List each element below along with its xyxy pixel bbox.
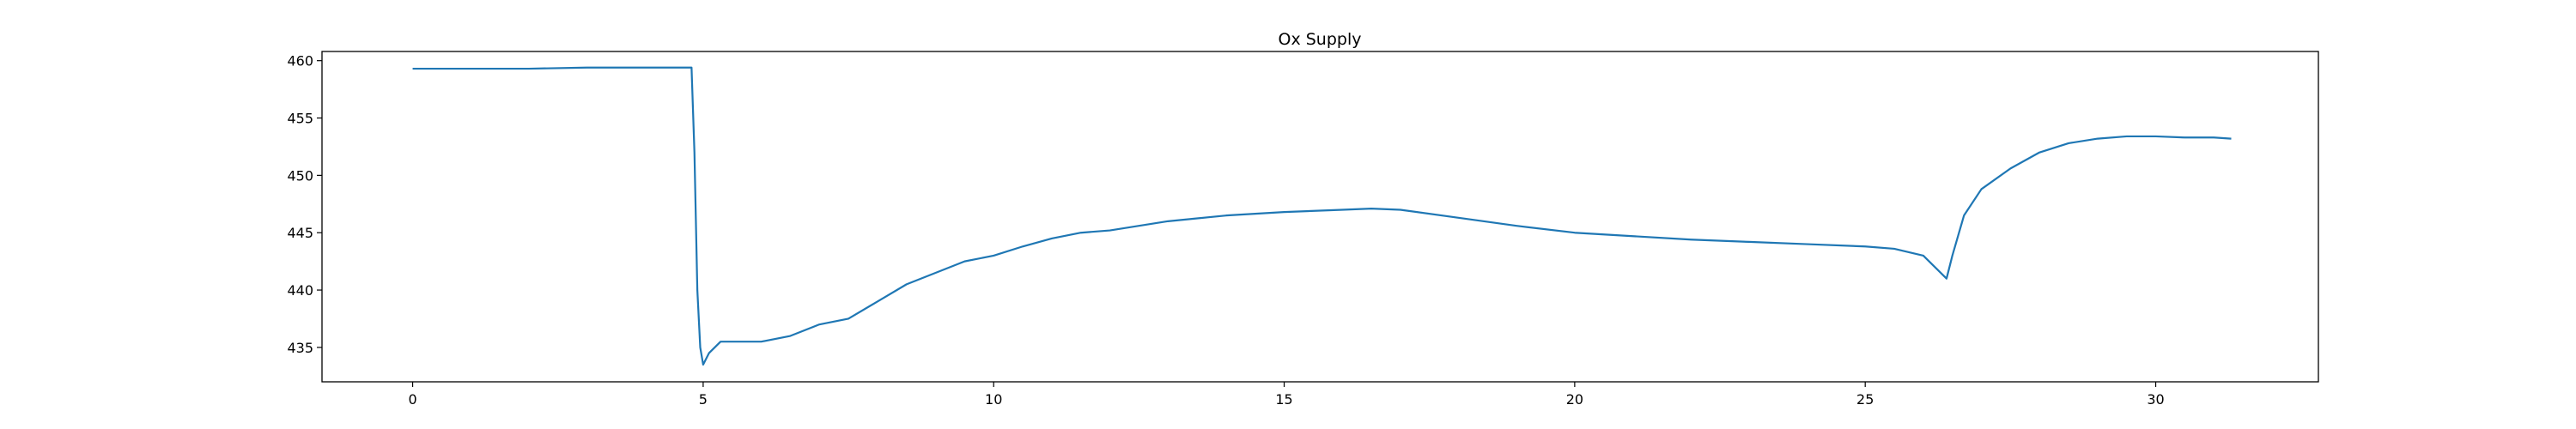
x-tick-label: 20 [1566, 391, 1583, 408]
axis-ticks: 0 5 10 15 20 25 30 435 440 445 450 455 460 [287, 53, 2164, 408]
plot-area-frame [321, 51, 2319, 383]
y-tick-label: 440 [287, 282, 313, 299]
series-line [412, 66, 2232, 366]
y-tick-label: 460 [287, 53, 313, 69]
series-layer [412, 66, 2232, 366]
x-tick-label: 5 [699, 391, 708, 408]
y-tick-label: 450 [287, 167, 313, 184]
x-tick-label: 30 [2147, 391, 2164, 408]
y-tick-label: 455 [287, 111, 313, 127]
x-tick-label: 10 [985, 391, 1002, 408]
chart-title: Ox Supply [1279, 30, 1362, 49]
y-tick-label: 435 [287, 340, 313, 356]
y-tick-label: 445 [287, 225, 313, 241]
x-tick-label: 0 [408, 391, 416, 408]
x-tick-label: 15 [1275, 391, 1292, 408]
x-tick-label: 25 [1856, 391, 1874, 408]
